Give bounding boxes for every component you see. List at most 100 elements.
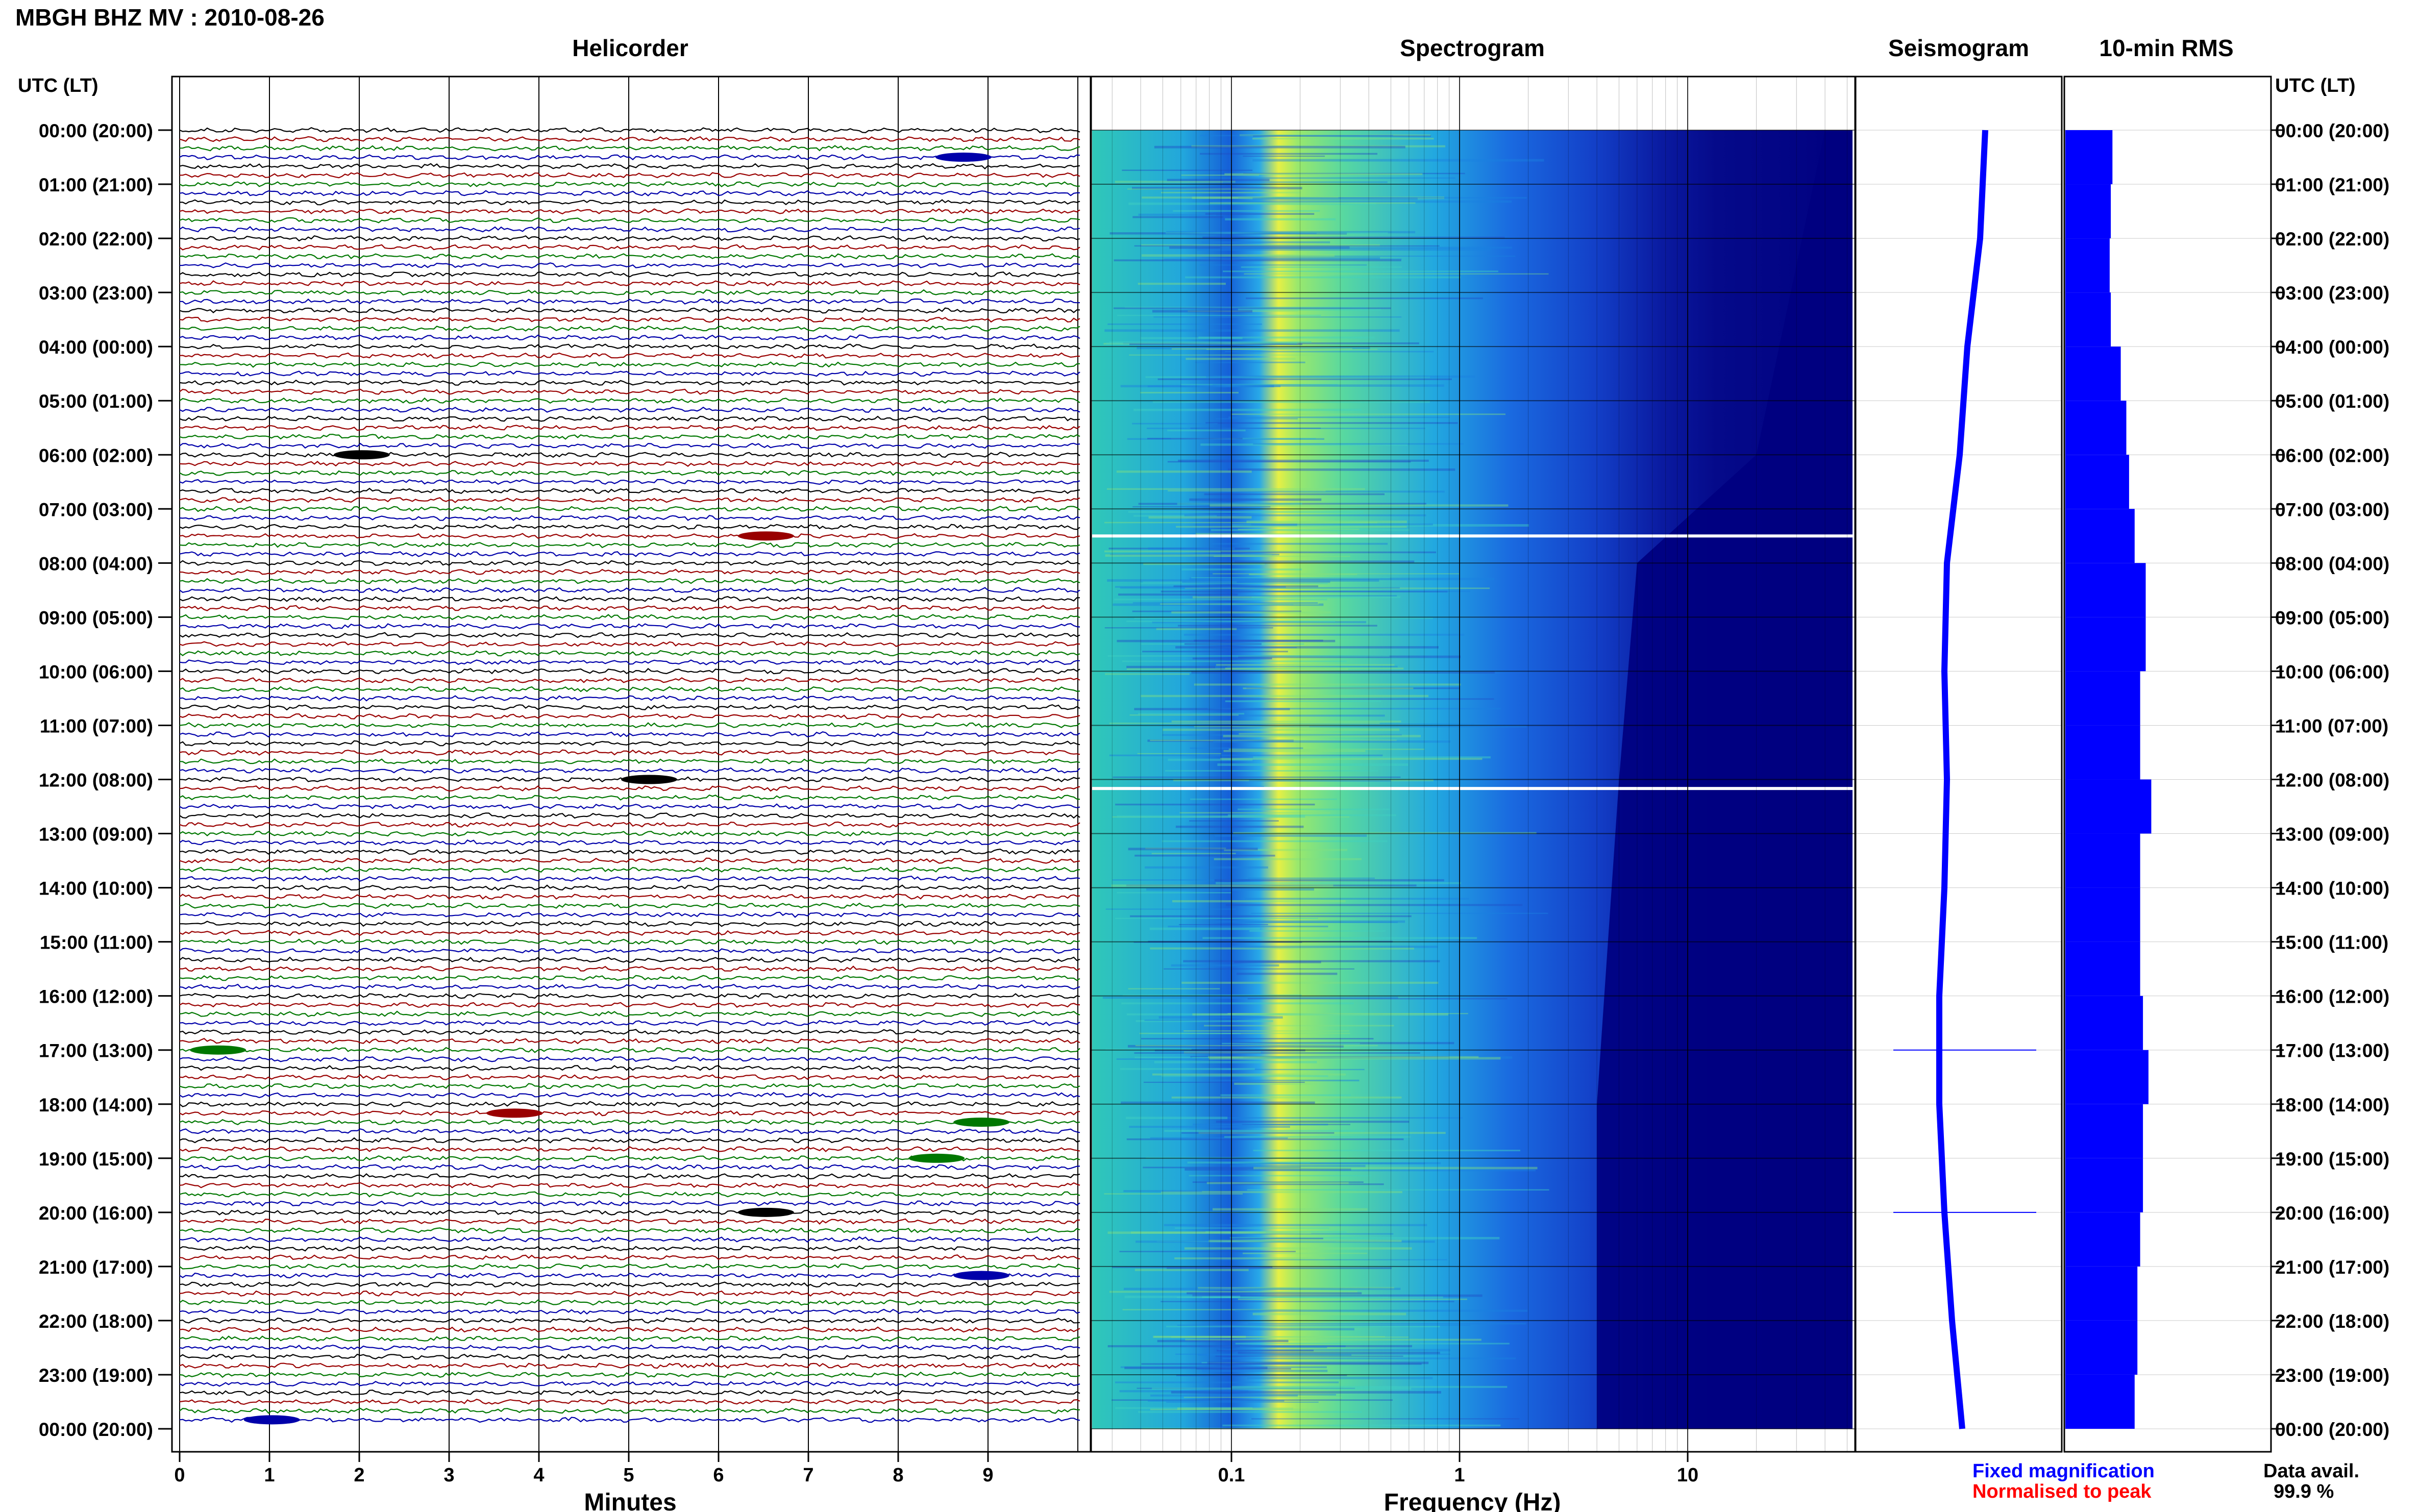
helicorder-trace — [179, 406, 1080, 413]
helicorder-tick-label: 4 — [533, 1465, 544, 1486]
helicorder-trace — [179, 875, 1080, 882]
time-label: 01:00 (21:00) — [39, 175, 153, 195]
helicorder-trace — [179, 452, 1080, 458]
helicorder-event — [243, 1415, 300, 1425]
helicorder-trace — [179, 551, 1080, 557]
spectrogram-title: Spectrogram — [1400, 35, 1545, 61]
helicorder-x-axis-label: Minutes — [584, 1489, 676, 1512]
helicorder-trace — [179, 280, 1080, 287]
helicorder-trace — [179, 1209, 1080, 1216]
time-labels-left: 00:00 (20:00) 01:00 (21:00) 02:00 (22:00) 0… — [39, 120, 172, 1440]
helicorder-trace — [179, 163, 1080, 170]
time-label: 21:00 (17:00) — [39, 1257, 153, 1278]
helicorder-trace — [179, 127, 1080, 134]
helicorder-trace — [179, 469, 1080, 477]
helicorder-trace — [179, 1182, 1080, 1188]
helicorder-trace — [179, 587, 1080, 593]
helicorder-trace — [179, 397, 1080, 404]
helicorder-trace — [179, 1074, 1080, 1080]
helicorder-trace — [179, 560, 1080, 566]
helicorder-trace — [179, 172, 1080, 179]
helicorder-trace — [179, 244, 1080, 251]
helicorder-trace — [179, 461, 1080, 467]
helicorder-trace — [179, 1227, 1080, 1234]
helicorder-trace — [179, 614, 1080, 621]
helicorder-trace — [179, 1128, 1080, 1134]
spectrogram-x-axis: 0.1 1 10 — [1218, 1452, 1698, 1486]
rms-bar — [2065, 779, 2152, 834]
helicorder-trace — [179, 596, 1080, 603]
time-label: 01:00 (21:00) — [2275, 175, 2389, 195]
helicorder-trace — [179, 740, 1080, 747]
helicorder-tick-label: 9 — [982, 1465, 993, 1486]
helicorder-trace — [179, 442, 1080, 449]
helicorder-tick-label: 2 — [354, 1465, 364, 1486]
helicorder-trace — [179, 235, 1080, 242]
page-title: MBGH BHZ MV : 2010-08-26 — [15, 4, 325, 31]
helicorder-trace — [179, 1245, 1080, 1252]
spectrogram-gap — [1092, 534, 1853, 538]
helicorder-trace — [179, 965, 1080, 972]
helicorder-trace — [179, 1362, 1080, 1369]
helicorder-trace — [179, 848, 1080, 855]
helicorder-title: Helicorder — [572, 35, 688, 61]
time-label: 07:00 (03:00) — [2275, 499, 2389, 520]
rms-bar — [2065, 401, 2127, 455]
time-label: 16:00 (12:00) — [39, 986, 153, 1007]
rms-bar — [2065, 346, 2121, 401]
helicorder-tick-label: 0 — [174, 1465, 185, 1486]
time-label: 13:00 (09:00) — [39, 824, 153, 845]
helicorder-trace — [179, 1092, 1080, 1099]
time-label: 16:00 (12:00) — [2275, 986, 2389, 1007]
helicorder-event — [486, 1108, 542, 1118]
helicorder-trace — [179, 1290, 1080, 1297]
helicorder-trace — [179, 812, 1080, 819]
seismogram-frame — [1855, 76, 2063, 1453]
time-label: 15:00 (11:00) — [40, 932, 153, 953]
helicorder-tick-label: 7 — [803, 1465, 813, 1486]
time-label: 12:00 (08:00) — [39, 770, 153, 791]
helicorder-trace — [179, 352, 1080, 359]
helicorder-trace — [179, 226, 1080, 233]
helicorder-trace — [179, 289, 1080, 296]
helicorder-trace — [179, 541, 1080, 549]
time-label: 19:00 (15:00) — [39, 1149, 153, 1170]
time-label: 04:00 (00:00) — [2275, 337, 2389, 358]
helicorder-trace — [179, 1263, 1080, 1270]
helicorder-trace — [179, 605, 1080, 611]
helicorder-trace — [179, 307, 1080, 314]
time-label: 20:00 (16:00) — [2275, 1203, 2389, 1224]
time-label: 00:00 (20:00) — [39, 1419, 153, 1440]
helicorder-trace — [179, 343, 1080, 350]
helicorder-tick-label: 3 — [443, 1465, 454, 1486]
rms-bar — [2065, 509, 2135, 563]
rms-bar — [2065, 996, 2143, 1050]
helicorder-trace — [179, 1399, 1080, 1405]
spectrogram-tick-label: 10 — [1677, 1465, 1698, 1486]
time-label: 19:00 (15:00) — [2275, 1149, 2389, 1170]
spectrogram-tick-label: 1 — [1454, 1465, 1465, 1486]
rms-bar — [2065, 1320, 2138, 1375]
helicorder-trace — [179, 1110, 1080, 1117]
helicorder-trace — [179, 578, 1080, 584]
helicorder-trace — [179, 911, 1080, 918]
time-label: 05:00 (01:00) — [2275, 391, 2389, 412]
helicorder-trace — [179, 1236, 1080, 1243]
rms-bar — [2065, 292, 2111, 347]
rms-bar — [2065, 887, 2140, 942]
rms-bar — [2065, 563, 2146, 617]
helicorder-trace — [179, 433, 1080, 440]
time-label: 13:00 (09:00) — [2275, 824, 2389, 845]
helicorder-trace — [179, 181, 1080, 188]
time-label: 02:00 (22:00) — [2275, 229, 2389, 250]
helicorder-trace — [179, 983, 1080, 990]
helicorder-trace — [179, 1029, 1080, 1035]
helicorder-trace — [179, 190, 1080, 196]
time-label: 08:00 (04:00) — [39, 553, 153, 574]
time-label: 23:00 (19:00) — [2275, 1365, 2389, 1386]
rms-bar — [2065, 833, 2140, 888]
rms-title: 10-min RMS — [2099, 35, 2233, 61]
helicorder-trace — [179, 704, 1080, 711]
rms-bar — [2065, 1266, 2138, 1321]
